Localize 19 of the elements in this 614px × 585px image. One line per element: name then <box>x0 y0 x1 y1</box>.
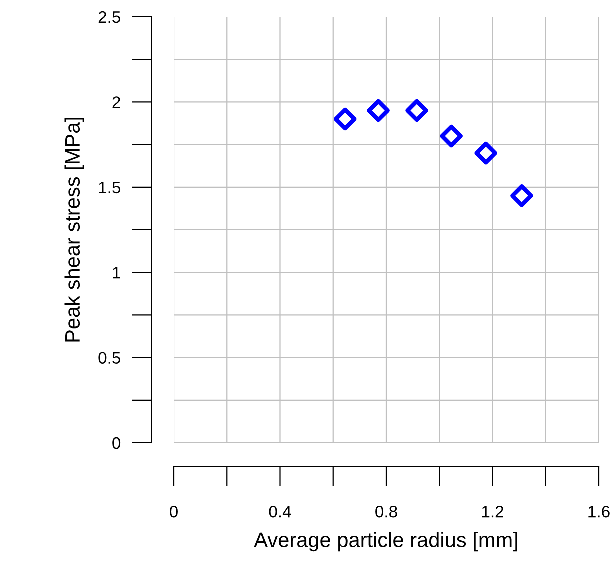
x-tick-label: 0.4 <box>269 506 292 518</box>
x-tick-label: 1.6 <box>588 506 610 518</box>
point <box>367 99 390 122</box>
point <box>510 184 534 208</box>
x-axis-title: Average particle radius [mm] <box>254 532 518 552</box>
y-tick-label: 0 <box>112 437 121 450</box>
y-tick-label: 2.5 <box>98 11 121 24</box>
y-tick-label: 1 <box>113 267 120 279</box>
y-tick-label: 2 <box>112 96 120 108</box>
point <box>406 99 428 122</box>
y-tick-label: 1.5 <box>99 182 121 194</box>
point <box>474 142 498 165</box>
x-tick-label: 1.2 <box>482 506 504 518</box>
y-axis-title: Peak shear stress [MPa] <box>64 118 84 342</box>
x-tick-label: 0 <box>170 506 178 518</box>
point <box>334 108 357 131</box>
point <box>440 124 463 148</box>
x-tick-label: 0.8 <box>376 506 398 518</box>
y-tick-label: 0.5 <box>98 352 121 364</box>
